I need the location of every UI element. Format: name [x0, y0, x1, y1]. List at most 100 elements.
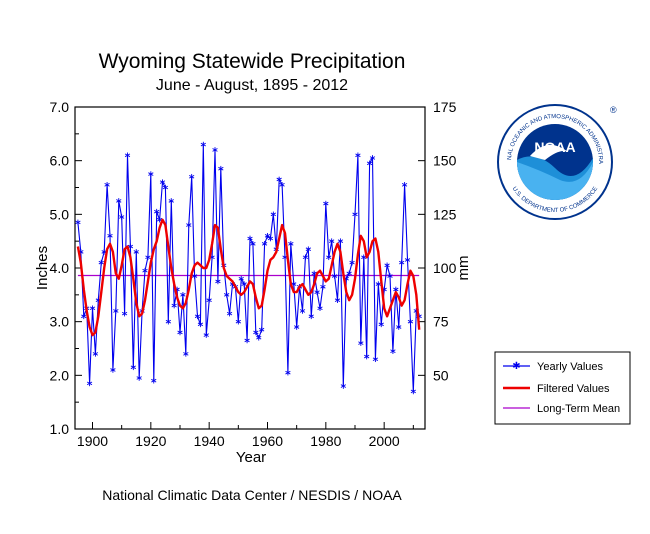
data-point-yearly [396, 324, 402, 330]
data-point-yearly [349, 259, 355, 266]
data-point-yearly [355, 152, 361, 159]
data-point-yearly [133, 249, 139, 255]
data-point-yearly [162, 184, 169, 191]
data-point-yearly [253, 329, 259, 336]
data-point-yearly [285, 369, 291, 376]
data-point-yearly [288, 241, 294, 247]
data-point-yearly [151, 377, 157, 384]
y-tick-label: 2.0 [50, 367, 70, 383]
data-point-yearly [110, 367, 116, 373]
data-point-yearly [189, 173, 195, 180]
data-point-yearly [358, 340, 364, 346]
y-tick-label: 7.0 [50, 99, 70, 115]
data-point-yearly [320, 283, 326, 290]
data-point-yearly [407, 318, 414, 325]
data-point-yearly [148, 171, 154, 177]
noaa-logo-icon: NOAA NATIONAL OCEANIC AND ATMOSPHERIC AD… [0, 0, 617, 220]
data-point-yearly [250, 241, 256, 247]
data-point-yearly [104, 182, 110, 188]
x-tick-label: 1960 [252, 433, 283, 449]
y-right-tick-label: 75 [433, 314, 449, 330]
registered-mark: ® [610, 105, 617, 115]
y-tick-label: 5.0 [50, 206, 70, 222]
data-point-yearly [390, 348, 396, 354]
y-tick-label: 1.0 [50, 421, 70, 437]
data-point-yearly [404, 257, 411, 263]
data-point-yearly [326, 254, 332, 261]
data-point-yearly [399, 259, 405, 266]
data-point-yearly [384, 262, 390, 269]
data-point-yearly [107, 233, 113, 239]
data-point-yearly [212, 147, 218, 153]
data-point-yearly [369, 155, 376, 161]
data-point-yearly [329, 238, 335, 244]
data-point-yearly [226, 310, 233, 317]
data-point-yearly [130, 364, 136, 371]
data-point-yearly [165, 318, 171, 325]
data-point-yearly [224, 292, 230, 298]
data-point-yearly [215, 278, 221, 285]
footer-credit: National Climatic Data Center / NESDIS /… [102, 487, 402, 503]
x-tick-label: 2000 [369, 433, 400, 449]
x-tick-label: 1920 [135, 433, 166, 449]
data-point-yearly [124, 152, 131, 159]
data-point-yearly [375, 281, 381, 287]
x-tick-label: 1980 [310, 433, 341, 449]
data-point-yearly [142, 267, 148, 274]
data-point-yearly [372, 356, 379, 363]
chart-subtitle: June - August, 1895 - 2012 [156, 77, 348, 94]
data-point-yearly [154, 208, 160, 215]
series-layer [75, 141, 422, 395]
data-point-yearly [244, 337, 250, 344]
data-point-yearly [317, 305, 323, 312]
y-right-tick-label: 125 [433, 206, 457, 222]
y-right-tick-label: 100 [433, 260, 457, 276]
y-tick-label: 4.0 [50, 260, 70, 276]
data-point-yearly [270, 211, 276, 218]
y-tick-label: 3.0 [50, 314, 70, 330]
data-point-yearly [197, 321, 204, 328]
data-point-yearly [194, 313, 201, 320]
y-axis-label: Inches [34, 246, 51, 290]
data-point-yearly [410, 388, 416, 395]
data-point-yearly [323, 200, 329, 207]
data-point-yearly [294, 324, 300, 330]
data-point-yearly [238, 275, 244, 282]
data-point-yearly [279, 182, 285, 188]
data-point-yearly [119, 214, 125, 220]
data-point-yearly [305, 246, 311, 253]
data-point-yearly [337, 238, 344, 244]
data-point-yearly [366, 160, 373, 167]
x-tick-label: 1940 [194, 433, 225, 449]
data-point-yearly [218, 165, 224, 172]
data-point-yearly [346, 270, 352, 277]
data-point-yearly [299, 308, 306, 314]
data-point-yearly [171, 302, 177, 309]
data-point-yearly [247, 235, 253, 242]
data-point-yearly [314, 289, 320, 295]
data-point-yearly [86, 380, 93, 387]
legend-label-mean: Long-Term Mean [537, 403, 620, 415]
data-point-yearly [259, 326, 265, 333]
data-point-yearly [256, 334, 262, 341]
data-point-yearly [378, 321, 384, 328]
legend-label-yearly: Yearly Values [537, 361, 604, 373]
y-right-tick-label: 150 [433, 153, 457, 169]
data-point-yearly [191, 273, 198, 279]
data-point-yearly [261, 241, 268, 247]
data-point-yearly [235, 318, 241, 325]
data-point-yearly [264, 233, 271, 239]
data-point-yearly [340, 383, 346, 389]
data-point-yearly [276, 176, 282, 183]
data-point-yearly [92, 351, 99, 357]
data-point-yearly [401, 182, 408, 188]
y-tick-label: 6.0 [50, 153, 70, 169]
data-point-yearly [206, 297, 212, 303]
data-point-yearly [136, 375, 142, 381]
x-tick-label: 1900 [77, 433, 108, 449]
axis-ticks: 1900 1920 1940 1960 1980 2000 1.0 2.0 3.0 4.0 5.0 6… [50, 99, 457, 449]
data-point-yearly [168, 198, 174, 204]
data-point-yearly [200, 141, 206, 148]
data-point-yearly [186, 222, 192, 228]
